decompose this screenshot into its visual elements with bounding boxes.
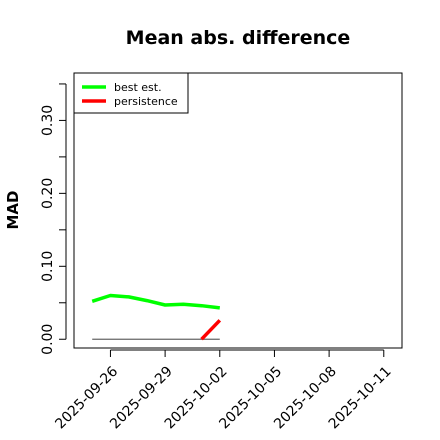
y-tick-label: 0.20 [40,178,56,209]
chart-title: Mean abs. difference [126,27,351,49]
x-axis: 2025-09-262025-09-292025-10-022025-10-05… [52,349,395,432]
legend: best est.persistence [73,72,189,114]
plot-frame [73,72,403,349]
y-axis: 0.00 0.10 0.20 0.30 [40,83,67,355]
y-tick-label: 0.10 [40,251,56,282]
series-layer [91,293,222,341]
series-line-persistence [200,319,222,341]
y-axis-label: MAD [4,191,22,230]
legend-box [73,72,189,114]
legend-label: best est. [114,81,162,94]
legend-label: persistence [114,95,178,108]
y-tick-label: 0.00 [40,324,56,355]
series-line-best-est [91,293,221,310]
y-tick-label: 0.30 [40,105,56,136]
